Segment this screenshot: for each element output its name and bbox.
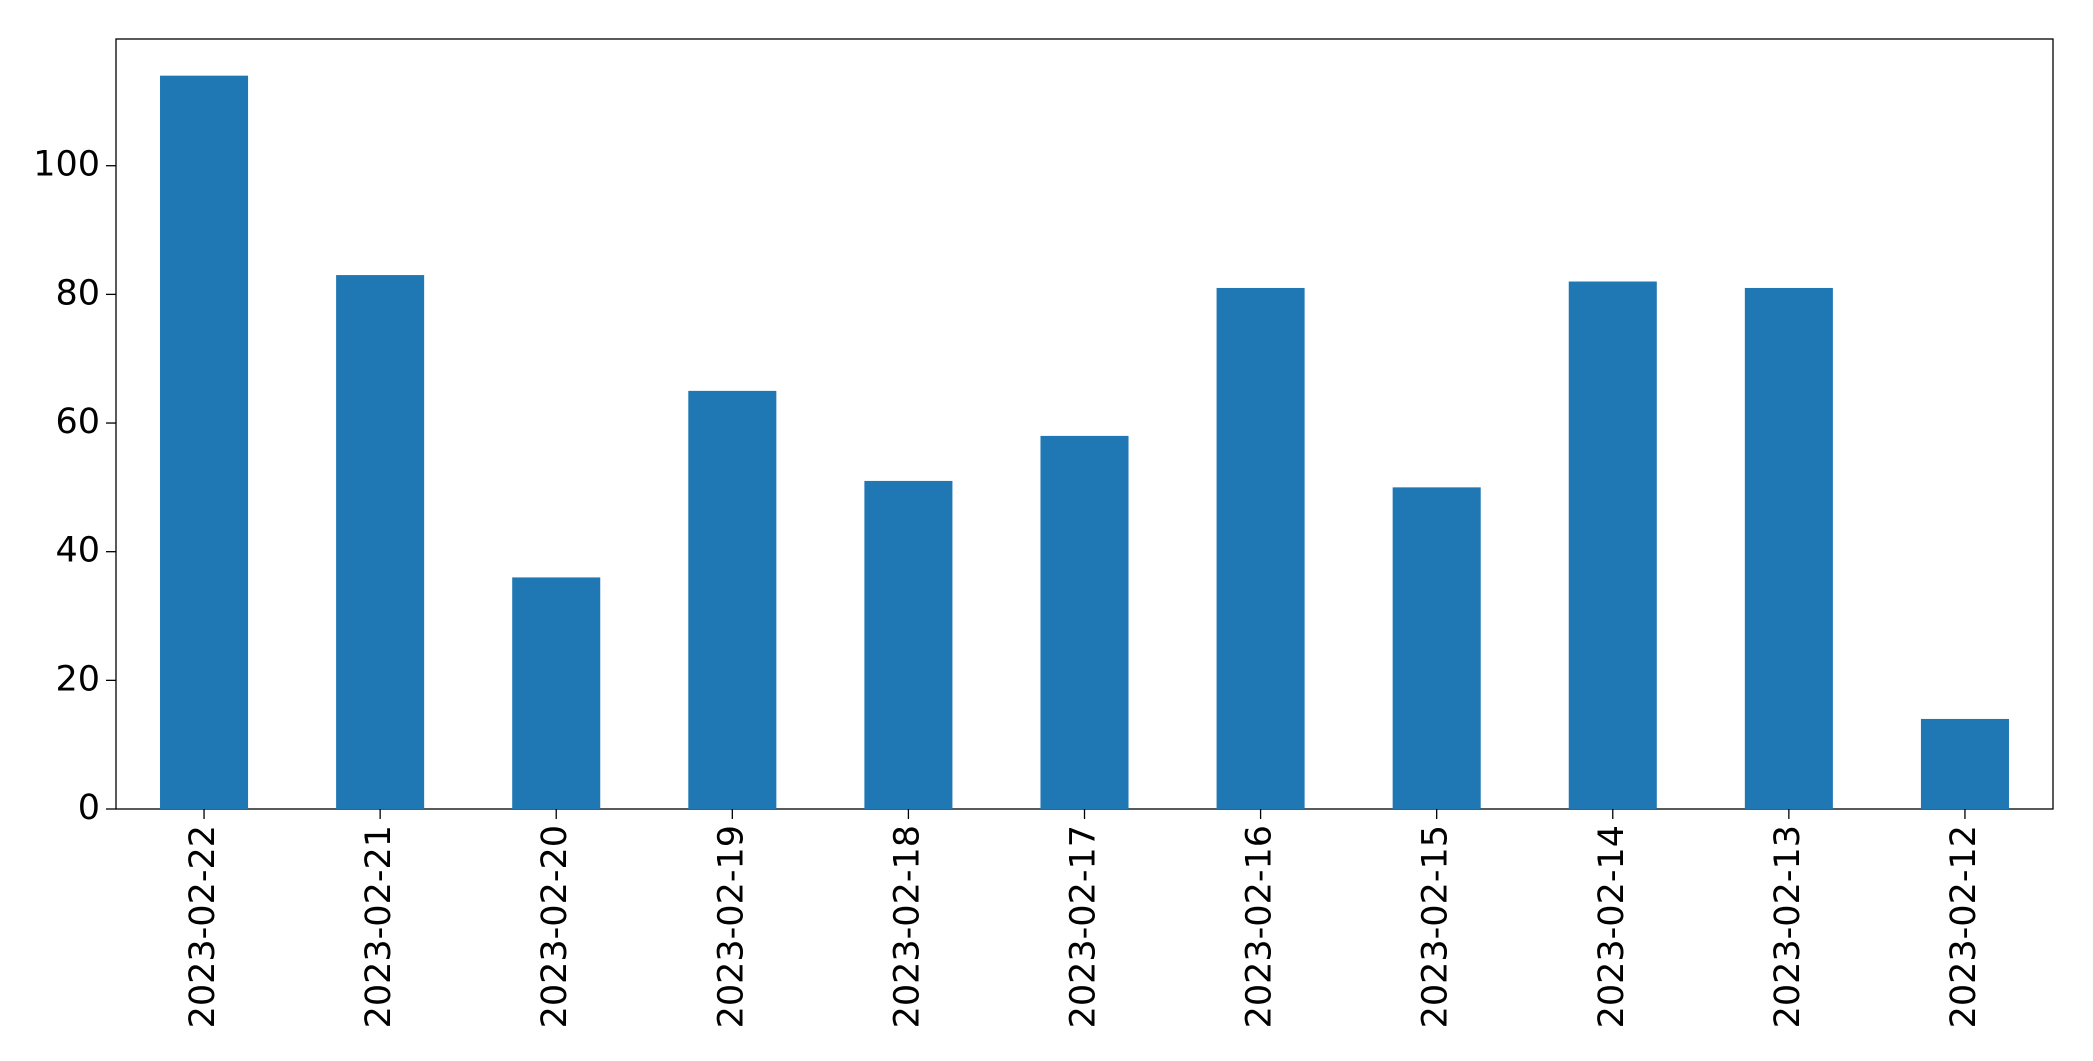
y-tick-label: 0 bbox=[78, 788, 100, 828]
bar bbox=[1392, 487, 1481, 809]
bar bbox=[160, 75, 249, 809]
bar bbox=[512, 577, 601, 809]
bar bbox=[336, 275, 425, 809]
y-tick-label: 100 bbox=[33, 145, 100, 185]
bar bbox=[688, 390, 777, 809]
y-tick-label: 80 bbox=[55, 273, 100, 313]
y-tick-label: 20 bbox=[55, 659, 100, 699]
bar bbox=[1920, 718, 2009, 809]
x-tick-label: 2023-02-12 bbox=[1944, 825, 1984, 1028]
x-tick-label: 2023-02-22 bbox=[183, 825, 223, 1028]
x-tick-label: 2023-02-14 bbox=[1592, 825, 1632, 1028]
x-tick-label: 2023-02-19 bbox=[711, 825, 751, 1028]
bar bbox=[1568, 281, 1657, 809]
bar bbox=[1216, 287, 1305, 809]
y-tick-label: 40 bbox=[55, 531, 100, 571]
x-tick-label: 2023-02-13 bbox=[1768, 825, 1808, 1028]
bar bbox=[1040, 435, 1129, 809]
x-tick-label: 2023-02-18 bbox=[887, 825, 927, 1028]
bar bbox=[864, 480, 953, 809]
x-tick-label: 2023-02-16 bbox=[1240, 825, 1280, 1028]
x-tick-label: 2023-02-17 bbox=[1064, 825, 1104, 1028]
bar bbox=[1744, 287, 1833, 809]
x-tick-label: 2023-02-15 bbox=[1416, 825, 1456, 1028]
x-tick-label: 2023-02-20 bbox=[535, 825, 575, 1028]
y-tick-label: 60 bbox=[55, 402, 100, 442]
x-tick-label: 2023-02-21 bbox=[359, 825, 399, 1028]
